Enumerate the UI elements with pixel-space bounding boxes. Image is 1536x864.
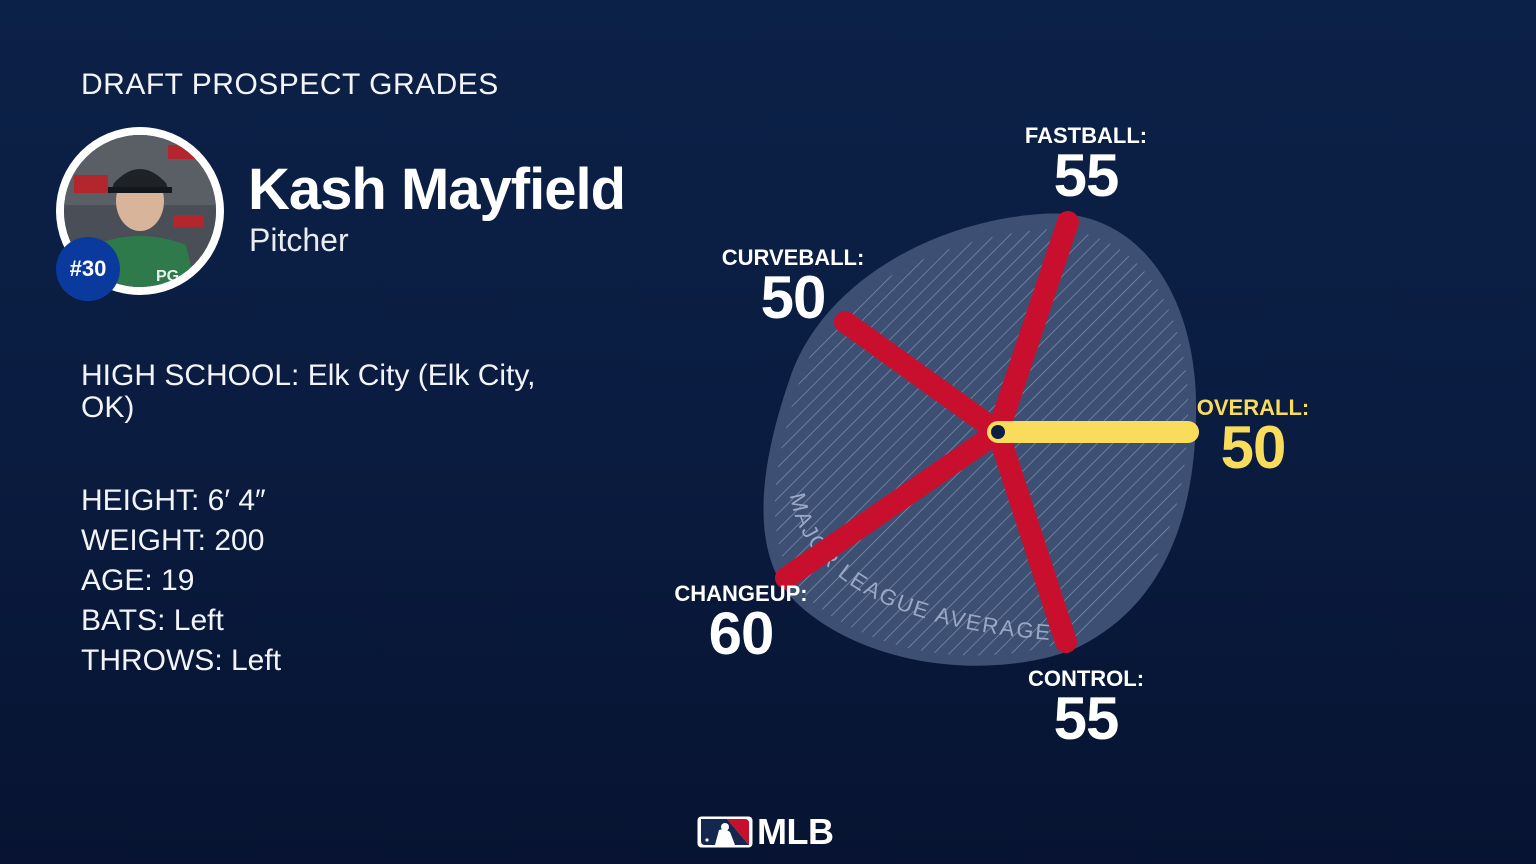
bio-throws: THROWS: Left — [81, 644, 282, 677]
bio-list: HEIGHT: 6′ 4″ WEIGHT: 200 AGE: 19 BATS: … — [81, 481, 281, 681]
page-kicker: DRAFT PROSPECT GRADES — [81, 68, 499, 101]
bio-weight: WEIGHT: 200 — [81, 524, 265, 557]
spoke-changeup — [775, 421, 1009, 589]
label-control: CONTROL: 55 — [1027, 666, 1145, 752]
center-dot — [991, 425, 1005, 439]
spoke-fastball — [987, 211, 1079, 443]
label-curveball: CURVEBALL: 50 — [721, 245, 865, 331]
high-school: HIGH SCHOOL: Elk City (Elk City, OK) — [81, 359, 536, 424]
spoke-curveball — [834, 311, 1009, 443]
tool-spokes — [775, 211, 1079, 653]
label-overall: OVERALL: 50 — [1196, 395, 1310, 481]
rank-badge: #30 — [56, 237, 120, 301]
spoke-control — [987, 421, 1077, 653]
mlb-logo: MLB — [697, 811, 834, 852]
mlb-batter-icon — [697, 816, 753, 848]
bio-bats: BATS: Left — [81, 604, 224, 637]
mlb-wordmark: MLB — [757, 811, 834, 852]
player-avatar: PG — [56, 127, 224, 295]
label-fastball: FASTBALL: 55 — [1024, 123, 1148, 209]
label-changeup: CHANGEUP: 60 — [674, 581, 808, 667]
player-position: Pitcher — [249, 222, 349, 258]
bio-age: AGE: 19 — [81, 564, 195, 597]
bio-height: HEIGHT: 6′ 4″ — [81, 484, 266, 517]
player-name: Kash Mayfield — [248, 157, 626, 222]
